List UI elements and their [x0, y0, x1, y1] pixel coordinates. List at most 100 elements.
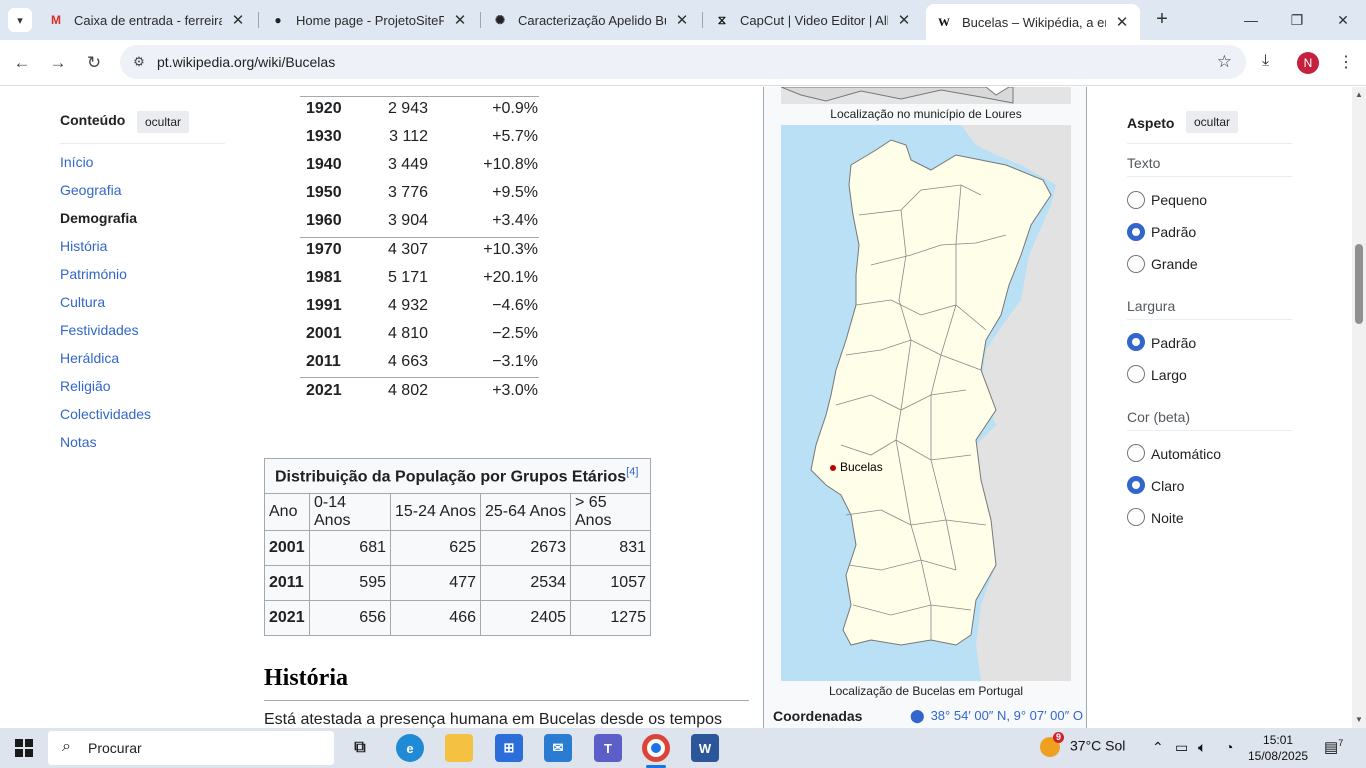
- reload-button[interactable]: ↻: [86, 53, 102, 72]
- radio-text-pequeno[interactable]: [1127, 191, 1145, 209]
- radio-width-largo[interactable]: [1127, 365, 1145, 383]
- option-label[interactable]: Largo: [1151, 367, 1187, 383]
- toc-item-festividades[interactable]: Festividades: [60, 322, 139, 338]
- option-label[interactable]: Automático: [1151, 446, 1222, 462]
- task-view-icon[interactable]: ⧉: [354, 739, 366, 756]
- page-content: Conteúdo ocultar Início Geografia Demogr…: [0, 87, 1366, 728]
- table-row: 1991 4 932 −4.6%: [306, 297, 538, 314]
- scroll-down-arrow-icon[interactable]: ▼: [1355, 715, 1363, 724]
- new-tab-button[interactable]: +: [1156, 8, 1168, 30]
- site-info-icon[interactable]: ⚙: [133, 54, 145, 69]
- loures-map[interactable]: [781, 87, 1071, 104]
- appearance-hide-button[interactable]: ocultar: [1186, 111, 1239, 133]
- profile-avatar[interactable]: N: [1297, 52, 1319, 74]
- taskbar-search[interactable]: ⌕ Procurar: [48, 731, 334, 765]
- toc-hide-button[interactable]: ocultar: [137, 111, 190, 133]
- toc-item-notas[interactable]: Notas: [60, 434, 97, 450]
- option-label[interactable]: Claro: [1151, 478, 1185, 494]
- tab-github[interactable]: ● Home page - ProjetoSiteProj ✕: [260, 4, 478, 36]
- chrome-icon[interactable]: [642, 734, 670, 762]
- map-marker-label: Bucelas: [840, 460, 883, 474]
- weather-widget[interactable]: 9 37°C Sol: [1040, 732, 1125, 757]
- tab-chatgpt[interactable]: ✺ Caracterização Apelido Bucel ✕: [482, 4, 700, 36]
- toc-item-colectividades[interactable]: Colectividades: [60, 406, 152, 422]
- option-label[interactable]: Grande: [1151, 256, 1198, 272]
- toc-item-geografia[interactable]: Geografia: [60, 182, 122, 198]
- address-bar[interactable]: ⚙ pt.wikipedia.org/wiki/Bucelas ☆: [120, 45, 1246, 79]
- radio-text-grande[interactable]: [1127, 255, 1145, 273]
- coordinates-link[interactable]: ⬤ 38° 54′ 00″ N, 9° 07′ 00″ O: [910, 708, 1083, 723]
- browser-toolbar: ← → ↻ ⚙ pt.wikipedia.org/wiki/Bucelas ☆ …: [0, 40, 1366, 86]
- tab-search-button[interactable]: ▾: [8, 8, 32, 32]
- forward-button[interactable]: →: [49, 53, 67, 72]
- tab-capcut[interactable]: ⧖ CapCut | Video Editor | All-In ✕: [704, 4, 922, 36]
- toc-item-historia[interactable]: História: [60, 238, 108, 254]
- microsoft-store-icon[interactable]: ⊞: [495, 734, 523, 762]
- close-icon[interactable]: ✕: [231, 12, 245, 29]
- close-icon[interactable]: ✕: [675, 12, 689, 29]
- file-explorer-icon[interactable]: [445, 734, 473, 762]
- edge-icon[interactable]: e: [396, 734, 424, 762]
- close-icon[interactable]: ✕: [897, 12, 911, 29]
- radio-color-automatico[interactable]: [1127, 444, 1145, 462]
- radio-width-padrao[interactable]: [1127, 333, 1145, 351]
- table-row: 2021 4 802 +3.0%: [306, 382, 538, 399]
- capcut-icon: ⧖: [717, 12, 727, 27]
- wifi-icon[interactable]: ◔: [1225, 739, 1234, 755]
- teams-icon[interactable]: T: [594, 734, 622, 762]
- reference-link[interactable]: [4]: [626, 465, 639, 478]
- tab-wikipedia[interactable]: W Bucelas – Wikipédia, a encicl ✕: [926, 4, 1140, 40]
- coordinates-label: Coordenadas: [773, 708, 863, 724]
- option-label[interactable]: Padrão: [1151, 335, 1197, 351]
- download-icon[interactable]: ⤓: [1262, 52, 1270, 69]
- table-row: 2011 595 477 2534 1057: [264, 565, 651, 601]
- restore-button[interactable]: ❐: [1290, 11, 1304, 28]
- table-row: 1950 3 776 +9.5%: [306, 184, 538, 201]
- minimize-button[interactable]: —: [1244, 12, 1258, 28]
- scroll-up-arrow-icon[interactable]: ▲: [1355, 90, 1363, 99]
- color-label: Cor (beta): [1127, 409, 1191, 425]
- url-text[interactable]: pt.wikipedia.org/wiki/Bucelas: [157, 54, 336, 70]
- scroll-thumb[interactable]: [1355, 244, 1363, 324]
- volume-icon[interactable]: 🔈︎: [1198, 739, 1207, 755]
- tab-gmail[interactable]: M Caixa de entrada - ferreirarib ✕: [38, 4, 256, 36]
- word-icon[interactable]: W: [691, 734, 719, 762]
- battery-icon[interactable]: ▭: [1175, 739, 1189, 755]
- clock[interactable]: 15:01 15/08/2025: [1248, 733, 1309, 763]
- text-size-label: Texto: [1127, 155, 1161, 171]
- toc-item-heraldica[interactable]: Heráldica: [60, 350, 120, 366]
- page-scrollbar[interactable]: ▲ ▼: [1352, 87, 1366, 728]
- openai-icon: ✺: [494, 13, 506, 27]
- tab-bar: ▾ M Caixa de entrada - ferreirarib ✕ ● H…: [0, 0, 1366, 40]
- map-caption-loures: Localização no município de Loures: [830, 107, 1022, 121]
- bookmark-star-icon[interactable]: ☆: [1216, 52, 1232, 71]
- radio-color-noite[interactable]: [1127, 508, 1145, 526]
- portugal-map[interactable]: Bucelas: [781, 125, 1071, 681]
- table-row: 1970 4 307 +10.3%: [306, 241, 538, 258]
- close-window-button[interactable]: ✕: [1337, 11, 1349, 28]
- toc-item-patrimonio[interactable]: Património: [60, 266, 127, 282]
- notification-icon[interactable]: ▤7: [1324, 738, 1344, 756]
- radio-text-padrao[interactable]: [1127, 223, 1145, 241]
- windows-start-icon[interactable]: [15, 739, 33, 757]
- toc-item-demografia[interactable]: Demografia: [60, 210, 138, 226]
- show-hidden-icons-chevron-icon[interactable]: ⌃: [1152, 739, 1164, 755]
- back-button[interactable]: ←: [13, 53, 31, 72]
- table-header-row: Ano 0-14 Anos 15-24 Anos 25-64 Anos > 65…: [264, 493, 651, 531]
- toc-item-inicio[interactable]: Início: [60, 154, 94, 170]
- option-label[interactable]: Noite: [1151, 510, 1184, 526]
- option-label[interactable]: Padrão: [1151, 224, 1197, 240]
- width-label: Largura: [1127, 298, 1176, 314]
- appearance-title: Aspeto: [1127, 115, 1175, 131]
- mail-icon[interactable]: ✉: [544, 734, 572, 762]
- radio-color-claro[interactable]: [1127, 476, 1145, 494]
- table-row: 1930 3 112 +5.7%: [306, 128, 538, 145]
- windows-taskbar: ⌕ Procurar ⧉ e ⊞ ✉ T W 9 37°C Sol ⌃ ▭ 🔈︎ …: [0, 728, 1366, 768]
- toc-item-religiao[interactable]: Religião: [60, 378, 111, 394]
- option-label[interactable]: Pequeno: [1151, 192, 1208, 208]
- toc-item-cultura[interactable]: Cultura: [60, 294, 106, 310]
- sun-icon: 9: [1040, 732, 1064, 757]
- menu-icon[interactable]: ⋮: [1338, 54, 1354, 71]
- close-icon[interactable]: ✕: [1115, 14, 1129, 31]
- close-icon[interactable]: ✕: [453, 12, 467, 29]
